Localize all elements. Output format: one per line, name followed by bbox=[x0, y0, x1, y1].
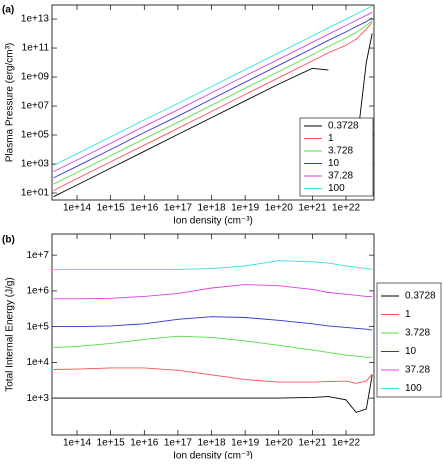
x-tick-label: 1e+20 bbox=[265, 438, 294, 449]
legend-label: 0.3728 bbox=[405, 291, 436, 302]
y-tick-label: 1e+11 bbox=[22, 43, 50, 54]
data-line bbox=[53, 17, 373, 179]
x-tick-label: 1e+19 bbox=[231, 438, 260, 449]
x-tick-label: 1e+16 bbox=[130, 438, 159, 449]
data-line bbox=[53, 367, 373, 384]
panel-label: (b) bbox=[2, 235, 15, 246]
x-axis-label: Ion density (cm⁻³) bbox=[173, 216, 253, 227]
x-tick-label: 1e+15 bbox=[97, 203, 126, 214]
x-tick-label: 1e+14 bbox=[63, 203, 92, 214]
x-tick-label: 1e+18 bbox=[197, 438, 226, 449]
x-axis-label: Ion density (cm⁻³) bbox=[173, 451, 253, 459]
data-line bbox=[53, 375, 373, 413]
x-tick-label: 1e+20 bbox=[265, 203, 294, 214]
data-line bbox=[53, 11, 373, 173]
legend-label: 37.28 bbox=[328, 171, 353, 182]
legend-label: 1 bbox=[405, 309, 411, 320]
panel: (a) 1e+14 1e+15 1e+16 1e+17 1e+18 1e+19 1e+20 1e… bbox=[2, 4, 375, 227]
legend-label: 3.728 bbox=[405, 328, 430, 339]
x-tick-label: 1e+21 bbox=[298, 438, 327, 449]
y-tick-label: 1e+07 bbox=[21, 101, 50, 112]
legend-label: 3.728 bbox=[328, 146, 353, 157]
x-tick-label: 1e+19 bbox=[231, 203, 260, 214]
plot-frame bbox=[51, 4, 375, 201]
legend-label: 100 bbox=[328, 183, 345, 194]
y-tick-label: 1e+4 bbox=[26, 357, 49, 368]
data-line bbox=[53, 5, 373, 166]
y-axis-label: Plasma Pressure (erg/cm³) bbox=[5, 43, 16, 162]
y-tick-label: 1e+3 bbox=[26, 393, 49, 404]
legend-label: 100 bbox=[405, 383, 422, 394]
y-tick-label: 1e+13 bbox=[21, 14, 50, 25]
legend-label: 0.3728 bbox=[328, 121, 359, 132]
y-tick-label: 1e+03 bbox=[21, 159, 50, 170]
x-tick-label: 1e+22 bbox=[332, 438, 361, 449]
data-line bbox=[53, 20, 373, 185]
data-line bbox=[53, 316, 373, 331]
y-tick-label: 1e+01 bbox=[21, 188, 50, 199]
plot-frame bbox=[51, 233, 375, 436]
legend-box bbox=[299, 117, 374, 197]
data-line bbox=[53, 22, 373, 191]
legend-label: 10 bbox=[405, 346, 417, 357]
y-tick-label: 1e+5 bbox=[26, 321, 49, 332]
x-tick-label: 1e+22 bbox=[332, 203, 361, 214]
y-tick-label: 1e+7 bbox=[26, 250, 49, 261]
x-tick-label: 1e+16 bbox=[130, 203, 159, 214]
x-tick-label: 1e+21 bbox=[298, 203, 327, 214]
x-tick-label: 1e+17 bbox=[164, 203, 193, 214]
data-line bbox=[53, 335, 373, 358]
x-tick-label: 1e+18 bbox=[197, 203, 226, 214]
panel-label: (a) bbox=[2, 5, 14, 16]
data-line bbox=[53, 284, 373, 300]
x-tick-label: 1e+14 bbox=[63, 438, 92, 449]
panel: (b) 1e+14 1e+15 1e+16 1e+17 1e+18 1e+19 1e+20 1e… bbox=[2, 233, 442, 462]
y-tick-label: 1e+05 bbox=[21, 130, 50, 141]
legend-label: 1 bbox=[328, 133, 334, 144]
legend-label: 10 bbox=[328, 158, 340, 169]
legend-box bbox=[376, 282, 442, 398]
legend-label: 37.28 bbox=[405, 365, 430, 376]
y-tick-label: 1e+09 bbox=[21, 72, 50, 83]
y-axis-label: Total Internal Energy (J/g) bbox=[5, 277, 16, 392]
y-tick-label: 1e+6 bbox=[26, 286, 49, 297]
x-tick-label: 1e+15 bbox=[97, 438, 126, 449]
x-tick-label: 1e+17 bbox=[164, 438, 193, 449]
data-line bbox=[53, 260, 373, 270]
